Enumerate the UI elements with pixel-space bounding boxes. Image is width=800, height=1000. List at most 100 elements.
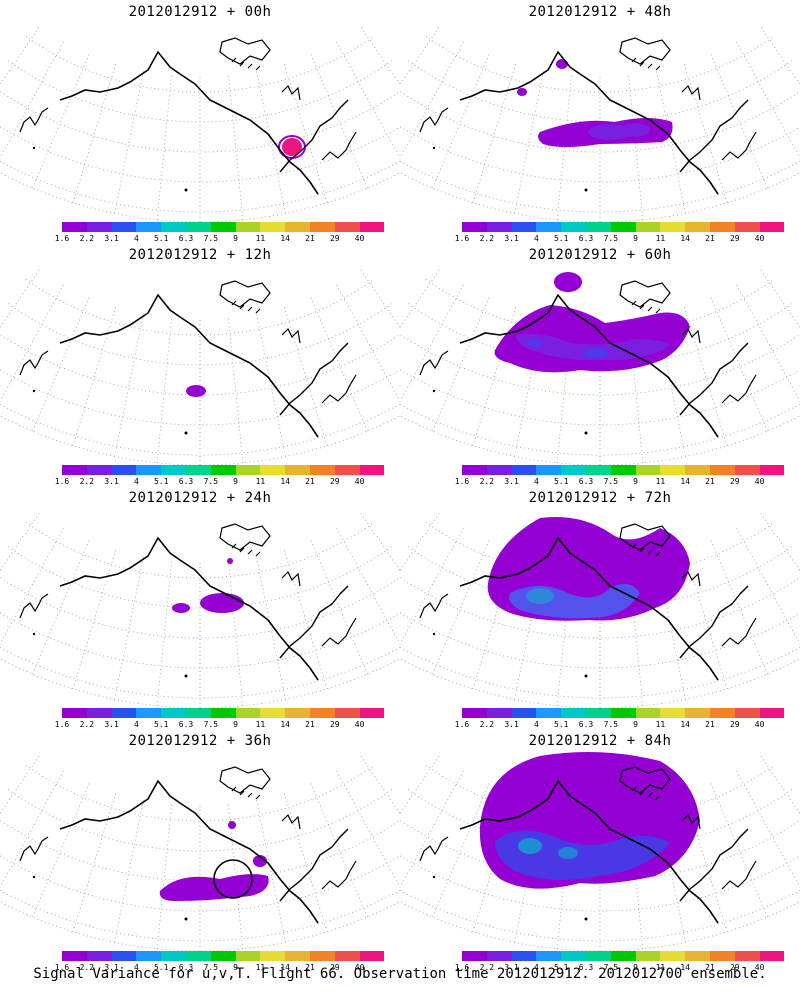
panel-title: 2012012912 + 00h — [128, 4, 272, 20]
map-panel: 2012012912 + 72h 1.6 2.2 3.1 4 5.1 6.3 7.5 9 11 14… — [400, 486, 800, 731]
colorbar-tick-label: 4 — [133, 963, 139, 972]
colorbar-cell — [511, 222, 537, 232]
colorbar-cell — [285, 222, 310, 232]
colorbar-tick-label: 7.5 — [203, 720, 219, 729]
map-frame — [400, 269, 800, 466]
panel-title: 2012012912 + 60h — [528, 247, 672, 263]
colorbar-tick-label: 9 — [233, 477, 239, 486]
colorbar-tick-label: 11 — [255, 234, 266, 243]
colorbar-tick-label: 3.1 — [504, 477, 519, 486]
colorbar-cell — [359, 222, 385, 232]
colorbar-cell — [111, 951, 137, 961]
colorbar-tick-label: 4 — [133, 477, 139, 486]
colorbar-cell — [235, 465, 261, 475]
colorbar-tick-label: 14 — [680, 963, 691, 972]
colorbar-cell — [734, 951, 760, 961]
map-panel: 2012012912 + 60h 1.6 2.2 3.1 4 5.1 6.3 7.5 9 11 14… — [400, 243, 800, 488]
colorbar-cell — [62, 222, 87, 232]
colorbar-tick-label: 6.3 — [578, 720, 594, 729]
colorbar-tick-label: 21 — [705, 477, 715, 486]
map-area — [400, 22, 800, 223]
colorbar-cell — [759, 951, 785, 961]
colorbar-cell — [561, 708, 586, 718]
colorbar-cell — [709, 222, 735, 232]
colorbar-cell — [660, 951, 686, 961]
map-panel: 2012012912 + 12h 1.6 2.2 3.1 4 5.1 6.3 7.5 9 11 14… — [0, 243, 400, 488]
colorbar-cell — [86, 222, 112, 232]
map-area — [400, 751, 800, 952]
colorbar — [62, 708, 385, 718]
colorbar-tick-label: 5.1 — [553, 477, 569, 486]
colorbar-tick-label: 29 — [329, 720, 340, 729]
colorbar-tick-label: 1.6 — [54, 477, 70, 486]
colorbar-cell — [210, 465, 236, 475]
colorbar-cell — [111, 222, 137, 232]
colorbar-tick-label: 40 — [754, 720, 765, 729]
colorbar-cell — [685, 951, 710, 961]
colorbar-cell — [359, 465, 385, 475]
colorbar-cell — [610, 708, 636, 718]
colorbar-tick-label: 29 — [329, 234, 340, 243]
colorbar-cell — [235, 708, 261, 718]
colorbar-tick-label: 14 — [680, 720, 691, 729]
colorbar-tick-label: 40 — [754, 963, 765, 972]
colorbar-tick-label: 14 — [680, 477, 691, 486]
colorbar-cell — [309, 465, 335, 475]
colorbar-cell — [635, 465, 661, 475]
colorbar-cell — [136, 465, 162, 475]
map-panel: 2012012912 + 36h 1.6 2.2 3.1 4 5.1 6.3 7.5 9 11 14… — [0, 729, 400, 974]
colorbar-tick-label: 21 — [305, 963, 315, 972]
colorbar-cell — [685, 465, 710, 475]
colorbar-tick-label: 6.3 — [178, 963, 194, 972]
colorbar-cell — [709, 951, 735, 961]
map-area — [400, 265, 800, 466]
colorbar-cell — [260, 951, 286, 961]
colorbar-tick-label: 29 — [729, 477, 740, 486]
colorbar-tick-label: 6.3 — [578, 234, 594, 243]
colorbar-tick-label: 14 — [280, 234, 291, 243]
colorbar-cell — [685, 222, 710, 232]
colorbar-cell — [260, 465, 286, 475]
colorbar — [62, 222, 385, 232]
map-area — [0, 22, 400, 223]
map-frame — [400, 752, 800, 952]
colorbar — [62, 465, 385, 475]
colorbar-cell — [486, 465, 512, 475]
colorbar-cell — [536, 708, 562, 718]
colorbar-cell — [635, 222, 661, 232]
colorbar-tick-label: 3.1 — [104, 963, 119, 972]
map-frame — [400, 26, 800, 223]
colorbar-cell — [561, 222, 586, 232]
colorbar-tick-label: 3.1 — [504, 963, 519, 972]
colorbar-tick-label: 4 — [533, 234, 539, 243]
colorbar-tick-label: 5.1 — [553, 963, 569, 972]
panel-title: 2012012912 + 36h — [128, 733, 272, 749]
colorbar-cell — [309, 708, 335, 718]
colorbar-tick-label: 2.2 — [479, 720, 495, 729]
colorbar-cell — [462, 708, 487, 718]
colorbar-tick-label: 29 — [329, 963, 340, 972]
colorbar-cell — [260, 222, 286, 232]
map-area — [400, 508, 800, 709]
colorbar-tick-label: 7.5 — [203, 234, 219, 243]
map-area — [0, 508, 400, 709]
colorbar-cell — [486, 222, 512, 232]
colorbar-tick-label: 3.1 — [504, 234, 519, 243]
colorbar-tick-label: 7.5 — [603, 720, 619, 729]
colorbar-tick-label: 3.1 — [504, 720, 519, 729]
colorbar-cell — [62, 708, 87, 718]
colorbar-cell — [660, 708, 686, 718]
colorbar-cell — [610, 465, 636, 475]
colorbar-tick-label: 9 — [233, 720, 239, 729]
map-frame — [0, 512, 400, 709]
colorbar-cell — [210, 951, 236, 961]
colorbar-tick-label: 2.2 — [79, 477, 95, 486]
colorbar-cell — [734, 222, 760, 232]
colorbar-tick-label: 21 — [305, 477, 315, 486]
colorbar-cell — [86, 708, 112, 718]
colorbar-tick-label: 6.3 — [178, 720, 194, 729]
colorbar-tick-label: 11 — [655, 720, 666, 729]
map-frame — [0, 26, 400, 223]
colorbar-cell — [635, 951, 661, 961]
colorbar-tick-label: 1.6 — [54, 963, 70, 972]
